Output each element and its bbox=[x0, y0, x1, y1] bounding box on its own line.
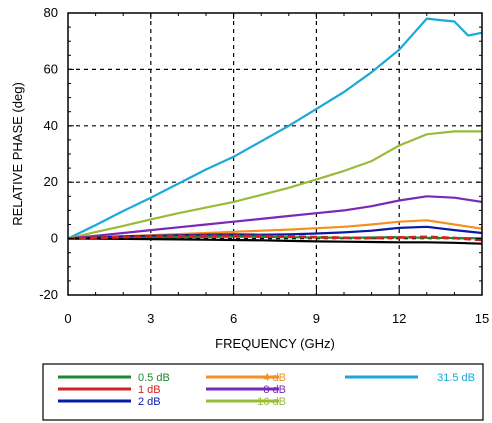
x-tick-label: 3 bbox=[147, 311, 154, 326]
reference-line bbox=[68, 237, 483, 245]
y-tick-label: 80 bbox=[44, 5, 58, 20]
series-line bbox=[67, 130, 482, 240]
x-tick-label: 15 bbox=[475, 311, 489, 326]
series-lines bbox=[67, 17, 483, 245]
y-tick-label: 60 bbox=[44, 61, 58, 76]
y-tick-label: 0 bbox=[51, 231, 58, 246]
x-axis-label: FREQUENCY (GHz) bbox=[215, 336, 335, 351]
legend-label: 0.5 dB bbox=[138, 372, 170, 384]
x-tick-label: 6 bbox=[230, 311, 237, 326]
y-axis-label: RELATIVE PHASE (deg) bbox=[10, 82, 25, 226]
legend-label: 31.5 dB bbox=[437, 372, 475, 384]
x-tick-label: 0 bbox=[64, 311, 71, 326]
series-line bbox=[67, 17, 483, 240]
y-tick-label: -20 bbox=[39, 287, 58, 302]
legend-label: 1 dB bbox=[138, 384, 161, 396]
y-tick-label: 20 bbox=[44, 174, 58, 189]
series-line-overlay bbox=[67, 234, 483, 242]
ticks: 0 3 6 9 12 15 -20 0 20 40 60 80 bbox=[39, 5, 489, 326]
legend-label: 8 dB bbox=[263, 384, 286, 396]
series-line bbox=[67, 195, 483, 240]
x-tick-label: 12 bbox=[392, 311, 406, 326]
legend-label: 4 dB bbox=[263, 372, 286, 384]
x-tick-label: 9 bbox=[313, 311, 320, 326]
legend-label: 2 dB bbox=[138, 396, 161, 408]
y-tick-label: 40 bbox=[44, 118, 58, 133]
plot-area bbox=[68, 13, 482, 295]
legend-box bbox=[42, 363, 484, 421]
legend-label: 16 dB bbox=[257, 396, 286, 408]
